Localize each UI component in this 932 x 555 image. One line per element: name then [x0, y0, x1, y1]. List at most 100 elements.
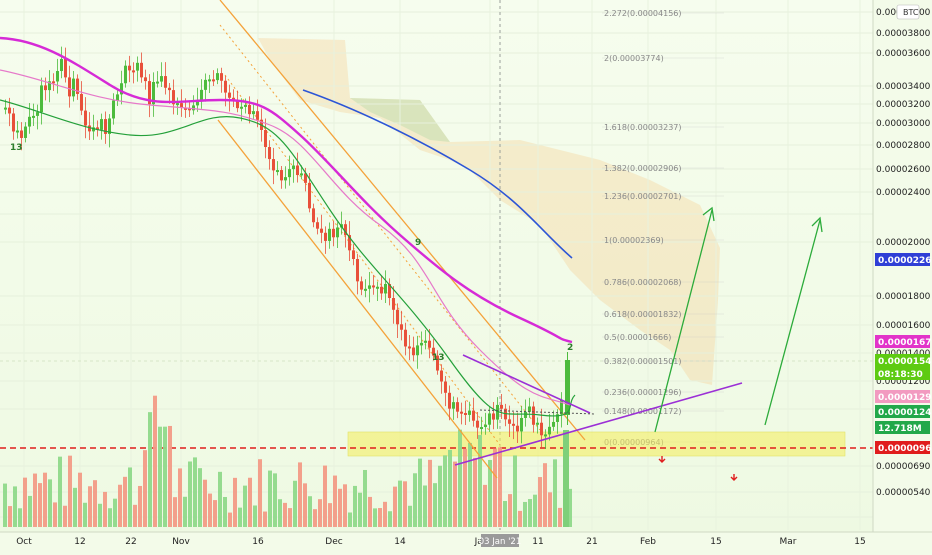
candle-body — [364, 288, 367, 291]
price-tick-label: 0.00001200 — [876, 377, 931, 387]
candle-body — [472, 410, 475, 421]
dotted-trend — [479, 409, 596, 415]
volume-bar — [73, 487, 77, 527]
candle-body — [24, 126, 27, 138]
candle-body — [468, 410, 471, 415]
candle-body — [52, 81, 55, 84]
candle-body — [532, 406, 535, 425]
volume-bar — [18, 508, 22, 527]
candle-body — [56, 71, 59, 82]
sequence-annotation: 13 — [10, 143, 23, 153]
volume-bar — [393, 486, 397, 527]
volume-bar — [333, 475, 337, 527]
volume-bar — [388, 511, 392, 527]
candle-body — [384, 283, 387, 294]
time-tick-label: Nov — [172, 537, 190, 547]
volume-bar — [193, 457, 197, 527]
volume-bar — [303, 483, 307, 527]
candle-body — [408, 346, 411, 349]
candle-body — [252, 111, 255, 115]
volume-bar — [93, 480, 97, 527]
volume-bar — [318, 499, 322, 527]
volume-bar — [493, 448, 497, 527]
price-tag-label: 0.00001547 — [878, 357, 932, 367]
volume-bar — [68, 455, 72, 527]
price-tick-label: 0.00003800 — [876, 29, 931, 39]
candle-body — [124, 65, 127, 84]
candle-body — [192, 105, 195, 111]
candle-body — [496, 404, 499, 420]
candle-body — [560, 400, 563, 415]
candle-body — [268, 147, 271, 160]
moving-average-blue — [302, 89, 573, 259]
crosshair-time-bubble — [481, 534, 519, 547]
price-tag — [875, 390, 930, 403]
candle-body — [316, 222, 319, 229]
target-arrow-1 — [654, 209, 713, 433]
volume-bar — [338, 488, 342, 527]
price-tag-label: 0.00001248 — [878, 408, 932, 418]
volume-bar — [413, 473, 417, 527]
candle-body — [360, 281, 363, 290]
target-arrow-2 — [764, 219, 821, 426]
candle-body — [332, 228, 335, 238]
candle-body — [292, 165, 295, 170]
fib-level-label: 2(0.00003774) — [604, 54, 664, 63]
volume-bar — [138, 485, 142, 527]
candle-body — [236, 101, 239, 109]
volume-bar — [188, 461, 192, 527]
candle-body — [104, 119, 107, 134]
candle-body — [484, 424, 487, 428]
volume-bar — [33, 473, 37, 527]
volume-bar — [253, 505, 257, 527]
volume-bar — [373, 508, 377, 527]
volume-bar — [278, 499, 282, 527]
volume-bar — [153, 395, 157, 527]
candle-body — [516, 425, 519, 432]
candle-body — [116, 94, 119, 101]
candle-body — [348, 235, 351, 251]
candle-body — [224, 80, 227, 93]
fib-level-label: 0.618(0.00001832) — [604, 310, 682, 319]
candle-body — [272, 159, 275, 171]
candle-body — [452, 402, 455, 409]
candle-body — [420, 342, 423, 346]
price-tick-label: 0.00002000 — [876, 238, 931, 248]
candle-body — [476, 420, 479, 428]
candle-body — [132, 70, 135, 73]
volume-bar — [178, 468, 182, 527]
down-arrow-icon — [730, 474, 738, 481]
candle-body — [456, 402, 459, 412]
volume-bar — [88, 486, 92, 527]
candle-body — [72, 78, 75, 97]
candle-body — [48, 81, 51, 91]
candle-body — [500, 404, 503, 409]
candle-body — [356, 259, 359, 282]
volume-bar — [523, 501, 527, 527]
candle-body — [16, 130, 19, 133]
symbol-badge — [896, 4, 920, 20]
price-axis-bg — [873, 0, 932, 550]
volume-bar — [538, 477, 542, 527]
volume-bar — [163, 426, 167, 527]
volume-bar — [203, 479, 207, 527]
volume-bar — [128, 467, 132, 527]
volume-bar — [123, 476, 127, 527]
candle-body — [416, 345, 419, 356]
fib-level-label: 1.618(0.00003237) — [604, 123, 682, 132]
fib-level-label: 0.236(0.00001296) — [604, 388, 682, 397]
price-tag — [875, 421, 930, 434]
candle-body — [160, 76, 163, 82]
candle-body — [488, 413, 491, 425]
fib-level-label: 1(0.00002369) — [604, 236, 664, 245]
volume-bar — [308, 496, 312, 527]
candle-body — [440, 370, 443, 382]
volume-bar — [273, 473, 277, 527]
time-tick-label: 12 — [74, 537, 85, 547]
volume-bar — [353, 485, 357, 527]
volume-bar — [28, 495, 32, 527]
volume-bar — [288, 508, 292, 527]
candle-body — [544, 434, 547, 437]
